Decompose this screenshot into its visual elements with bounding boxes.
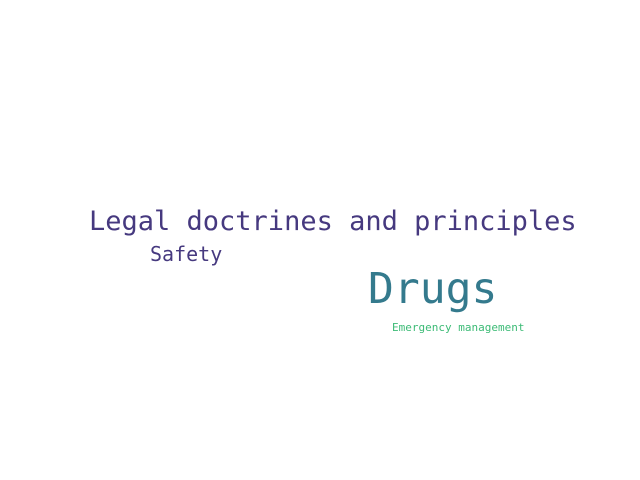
word-safety: Safety [150,242,223,266]
word-emergency-management: Emergency management [392,321,525,334]
word-drugs: Drugs [368,264,498,314]
word-legal-doctrines-and-principles: Legal doctrines and principles [89,206,577,237]
